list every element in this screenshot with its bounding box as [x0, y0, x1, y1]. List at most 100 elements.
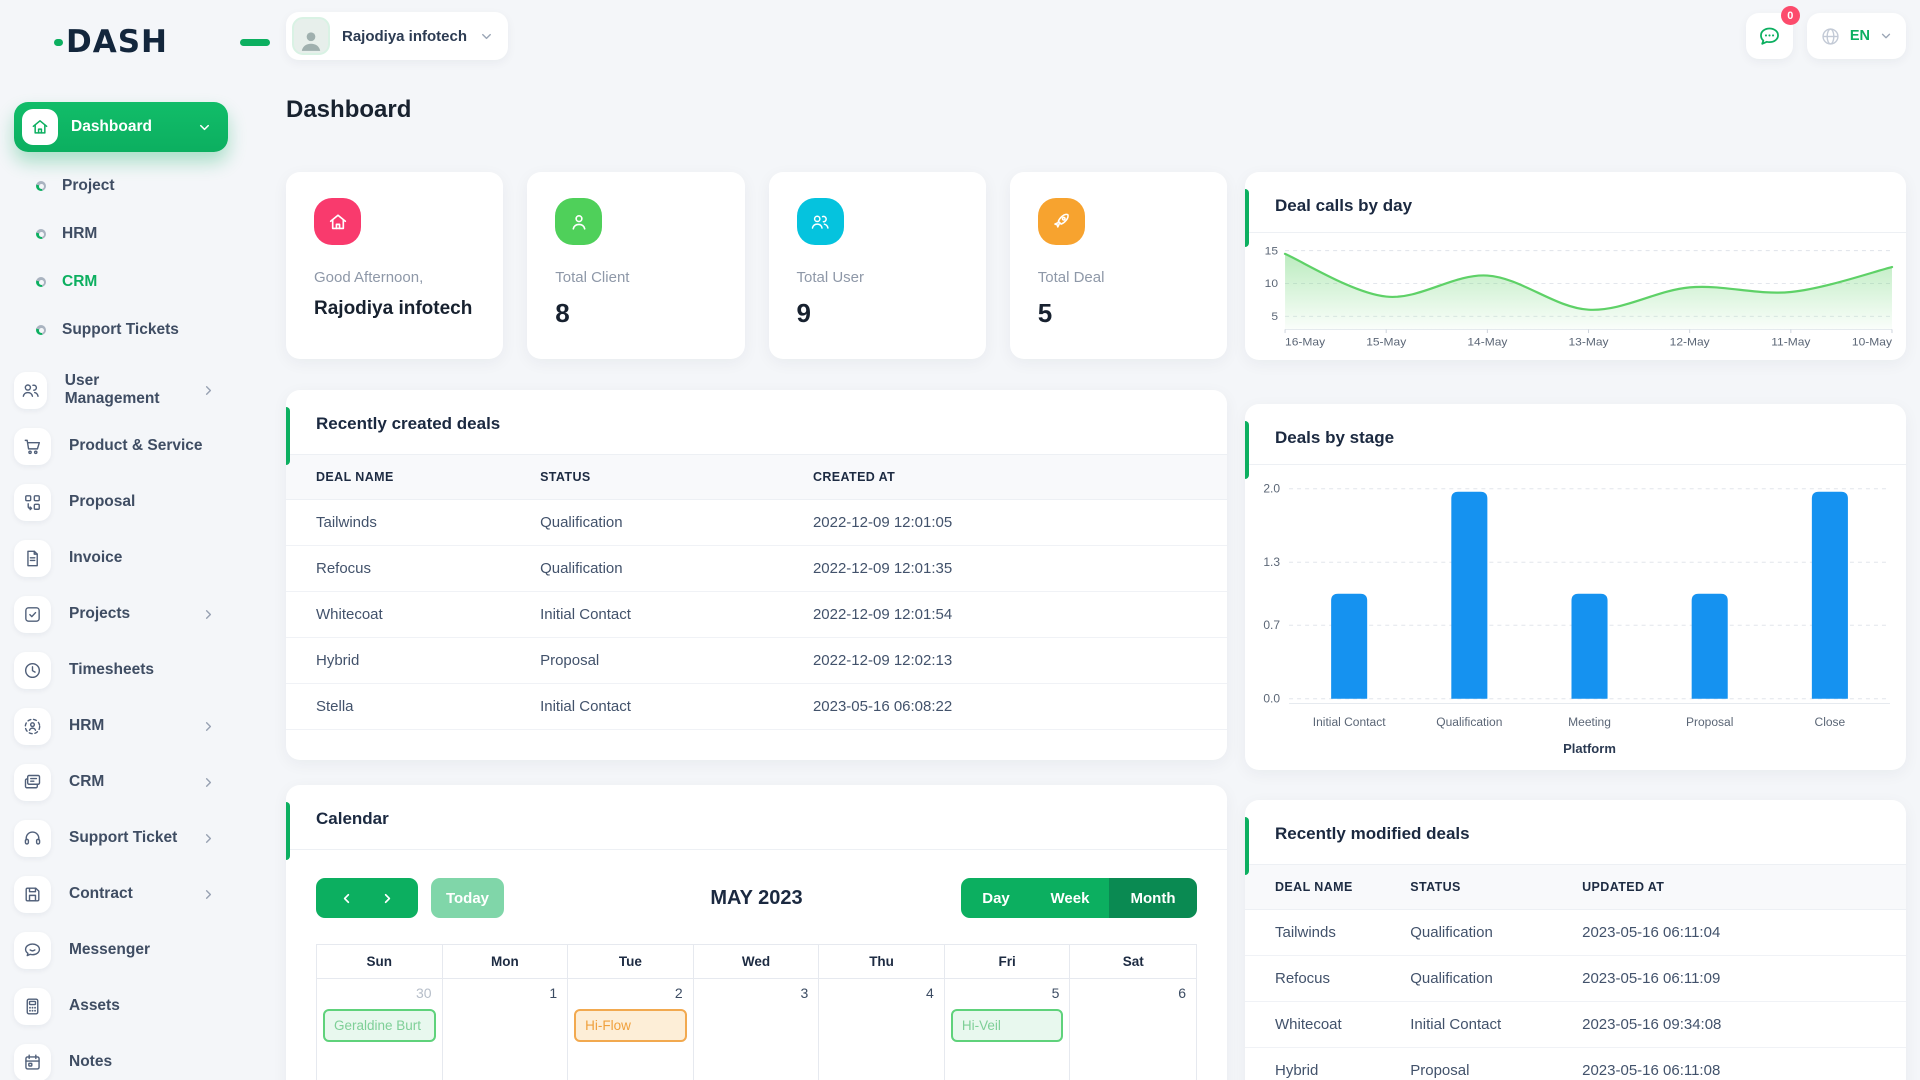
- proposal-icon: [14, 483, 51, 521]
- svg-text:13-May: 13-May: [1569, 337, 1609, 348]
- cart-icon: [14, 427, 51, 465]
- sidebar-item-product-service[interactable]: Product & Service: [0, 418, 242, 474]
- chevron-right-icon: [201, 887, 216, 902]
- column-header: DEAL NAME: [286, 454, 541, 500]
- calendar-day-cell[interactable]: 30 Geraldine Burt: [317, 979, 443, 1080]
- card-title: Recently created deals: [316, 414, 501, 433]
- svg-text:10: 10: [1265, 279, 1278, 290]
- calendar-event[interactable]: Hi-Flow: [574, 1009, 687, 1042]
- sidebar-item-proposal[interactable]: Proposal: [0, 474, 242, 530]
- sidebar-item-assets[interactable]: Assets: [0, 978, 242, 1034]
- card-title: Recently modified deals: [1275, 824, 1470, 843]
- sidebar-item-timesheets[interactable]: Timesheets: [0, 642, 242, 698]
- table-cell: 2023-05-16 06:11:04: [1582, 909, 1906, 956]
- sidebar-item-user-management[interactable]: User Management: [0, 362, 242, 418]
- calendar-day-cell[interactable]: 3: [694, 979, 820, 1080]
- column-header: STATUS: [540, 454, 813, 500]
- table-row: Whitecoat Initial Contact 2023-05-16 09:34…: [1245, 1001, 1906, 1048]
- brand-logo-text: DASH: [66, 24, 168, 60]
- table-cell: 2023-05-16 09:34:08: [1582, 1001, 1906, 1048]
- deals-by-stage-card: Deals by stage 0.0 0.7 1.3 2.0 Initial Conta…: [1245, 404, 1906, 770]
- day-number: 6: [1178, 985, 1186, 1001]
- sidebar-item-notes[interactable]: Notes: [0, 1034, 242, 1080]
- sidebar-item-invoice[interactable]: Invoice: [0, 530, 242, 586]
- recently-modified-deals-table: DEAL NAME STATUS UPDATED AT Tailwinds Qualif…: [1245, 864, 1906, 1080]
- view-day-button[interactable]: Day: [961, 878, 1031, 918]
- card-title: Calendar: [316, 809, 389, 828]
- column-header: DEAL NAME: [1245, 864, 1411, 910]
- sidebar-item-crm[interactable]: CRM: [0, 754, 242, 810]
- calendar-day-header: Sat: [1070, 945, 1196, 979]
- calendar-grid: Sun Mon Tue Wed Thu Fri Sat 30 Geraldine Burt 1 2…: [316, 944, 1197, 1080]
- recently-modified-deals-card: Recently modified deals DEAL NAME STATUS U…: [1245, 800, 1906, 1080]
- sidebar-item-hrm[interactable]: HRM: [0, 698, 242, 754]
- table-cell: Hybrid: [1245, 1047, 1411, 1080]
- table-row: Hybrid Proposal 2022-12-09 12:02:13: [286, 637, 1227, 684]
- recently-created-deals-card: Recently created deals DEAL NAME STATUS CR…: [286, 390, 1227, 760]
- messages-button[interactable]: 0: [1745, 6, 1800, 59]
- chevron-down-icon: [197, 120, 212, 135]
- rocket-icon: [1037, 198, 1085, 245]
- calendar-day-cell[interactable]: 6: [1070, 979, 1196, 1080]
- bullet-icon: [36, 229, 46, 239]
- sidebar-dashboard-children: Project HRM CRM Support Tickets: [0, 162, 242, 354]
- sidebar-item-dashboard[interactable]: Dashboard: [14, 102, 228, 152]
- table-row: Whitecoat Initial Contact 2022-12-09 12:01…: [286, 591, 1227, 638]
- right-column: Deal calls by day 5 10 15 16-May 15-May 14-Ma…: [1245, 172, 1906, 1080]
- sidebar-subitem-project[interactable]: Project: [0, 162, 242, 210]
- chevron-right-icon: [201, 607, 216, 622]
- topbar-actions: 0 EN: [1745, 6, 1906, 59]
- sidebar-item-projects[interactable]: Projects: [0, 586, 242, 642]
- table-cell: 2022-12-09 12:01:35: [812, 545, 1227, 592]
- main-content: Rajodiya infotech 0 EN: [242, 0, 1920, 1080]
- table-row: Hybrid Proposal 2023-05-16 06:11:08: [1245, 1047, 1906, 1080]
- sidebar-item-label: Dashboard: [71, 118, 152, 135]
- sidebar-subitem-support-tickets[interactable]: Support Tickets: [0, 306, 242, 354]
- calendar-event[interactable]: Geraldine Burt: [323, 1009, 436, 1042]
- chevron-down-icon: [1879, 29, 1893, 43]
- calendar-day-cell[interactable]: 1: [443, 979, 569, 1080]
- projects-icon: [14, 595, 51, 633]
- sidebar-item-contract[interactable]: Contract: [0, 866, 242, 922]
- sidebar-subitem-hrm[interactable]: HRM: [0, 210, 242, 258]
- table-cell: Refocus: [286, 545, 541, 592]
- table-cell: Refocus: [1245, 955, 1411, 1002]
- deals-by-stage-bar-chart: 0.0 0.7 1.3 2.0 Initial Contact Qualification…: [1263, 482, 1890, 756]
- bullet-icon: [36, 325, 46, 335]
- view-week-button[interactable]: Week: [1031, 878, 1109, 918]
- calendar-day-cell[interactable]: 5 Hi-Veil: [945, 979, 1071, 1080]
- table-cell: Whitecoat: [286, 591, 541, 638]
- language-selector[interactable]: EN: [1806, 13, 1906, 59]
- stat-cards: Good Afternoon, Rajodiya infotech Total …: [286, 172, 1227, 359]
- table-cell: Stella: [286, 683, 541, 730]
- calendar-prev-next-button[interactable]: [316, 878, 418, 918]
- company-selector[interactable]: Rajodiya infotech: [286, 12, 509, 60]
- svg-text:0.0: 0.0: [1263, 692, 1280, 706]
- table-cell: 2022-12-09 12:02:13: [812, 637, 1227, 684]
- day-number: 5: [1051, 985, 1060, 1001]
- table-cell: 2022-12-09 12:01:05: [812, 499, 1227, 546]
- view-month-button[interactable]: Month: [1109, 878, 1197, 918]
- calendar-day-cell[interactable]: 2 Hi-Flow: [568, 979, 694, 1080]
- calendar-day-cell[interactable]: 4: [819, 979, 945, 1080]
- deal-calls-line-chart: 5 10 15 16-May 15-May 14-May 13-May 12-May 11-Ma…: [1265, 246, 1894, 349]
- calendar-day-header: Thu: [819, 945, 945, 979]
- brand-logo[interactable]: DASH: [54, 24, 270, 60]
- card-title: Deals by stage: [1275, 428, 1395, 447]
- sidebar-item-messenger[interactable]: Messenger: [0, 922, 242, 978]
- column-header: CREATED AT: [812, 454, 1227, 500]
- table-cell: 2023-05-16 06:11:09: [1582, 955, 1906, 1002]
- chevron-right-icon[interactable]: [380, 891, 395, 906]
- table-cell: Qualification: [1410, 955, 1583, 1002]
- topbar: Rajodiya infotech 0 EN: [286, 0, 1906, 72]
- invoice-icon: [14, 539, 51, 577]
- chevron-left-icon[interactable]: [339, 891, 354, 906]
- sidebar-item-support-ticket[interactable]: Support Ticket: [0, 810, 242, 866]
- sidebar-subitem-crm[interactable]: CRM: [0, 258, 242, 306]
- today-button[interactable]: Today: [431, 878, 504, 918]
- svg-text:1.3: 1.3: [1263, 555, 1280, 569]
- calendar-event[interactable]: Hi-Veil: [950, 1009, 1064, 1042]
- svg-text:5: 5: [1271, 311, 1278, 322]
- logo-accent-left: [54, 39, 63, 46]
- table-cell: Proposal: [540, 637, 813, 684]
